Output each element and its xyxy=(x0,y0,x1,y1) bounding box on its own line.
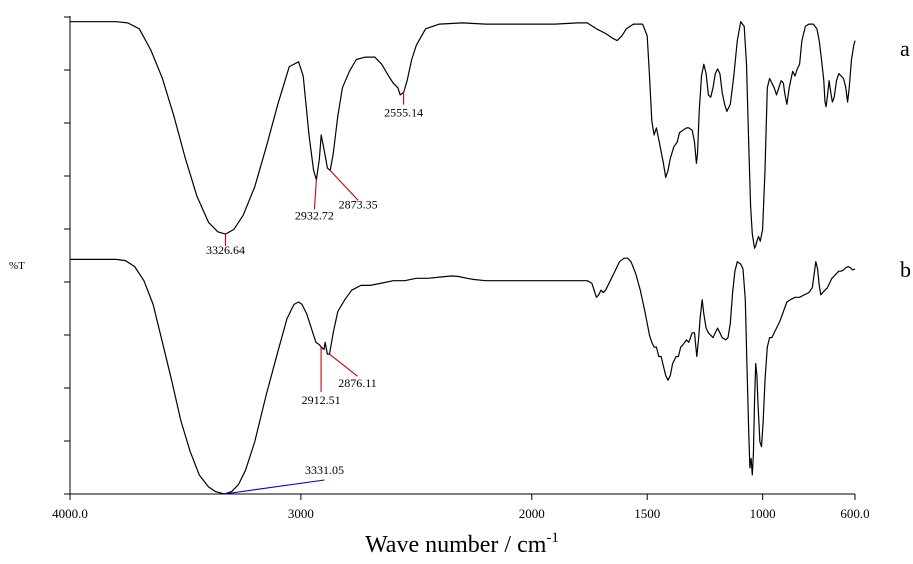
peak-label: 2932.72 xyxy=(295,208,334,222)
series-label-b: b xyxy=(900,257,911,282)
x-tick-label: 600.0 xyxy=(840,506,869,521)
peak-leader-line xyxy=(313,179,317,210)
x-axis-label-superscript: -1 xyxy=(546,530,559,546)
series-layer xyxy=(70,21,856,495)
x-tick-label: 1000 xyxy=(750,506,776,521)
peak-leader-line xyxy=(329,353,358,377)
x-axis-label-text: Wave number / cm xyxy=(365,532,547,558)
series-label-a: a xyxy=(900,36,910,61)
peak-leader-line xyxy=(329,169,359,201)
x-tick-label: 1500 xyxy=(634,506,660,521)
series-line-a xyxy=(70,21,856,249)
peak-label: 2912.51 xyxy=(302,393,341,407)
x-tick-label: 4000.0 xyxy=(52,506,88,521)
peak-label: 3326.64 xyxy=(206,243,245,257)
peak-label: 2555.14 xyxy=(384,106,423,120)
x-tick-label: 2000 xyxy=(519,506,545,521)
x-axis-label: Wave number / cm-1 xyxy=(365,530,559,558)
series-line-b xyxy=(70,257,856,495)
peak-annotations: 3326.64 2932.72 2873.35 2555.14 2912.51 2876.… xyxy=(206,92,423,495)
y-ticks xyxy=(64,16,70,495)
series-labels: ab xyxy=(900,36,911,282)
peak-label: 2873.35 xyxy=(339,197,378,211)
chart-axes xyxy=(69,16,855,495)
peak-label: 2876.11 xyxy=(338,376,377,390)
x-tick-label: 3000 xyxy=(288,506,314,521)
y-axis-label: %T xyxy=(9,260,25,272)
peak-label: 3331.05 xyxy=(305,463,344,477)
x-ticks: 4000.0 3000 2000 1500 1000 600.0 xyxy=(52,494,870,521)
peak-leader-line xyxy=(224,479,325,495)
